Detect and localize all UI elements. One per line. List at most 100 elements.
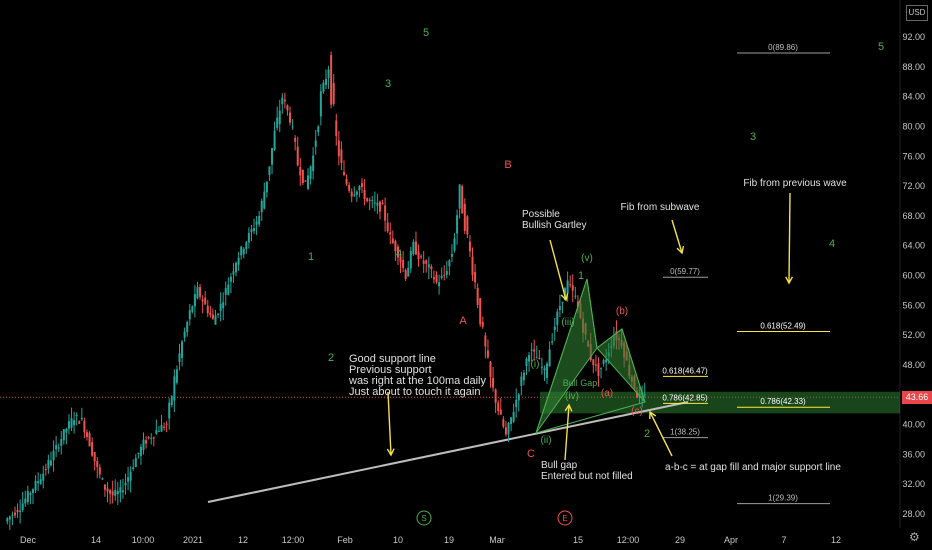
y-tick-label: 48.00 — [902, 360, 925, 370]
x-tick-label: 7 — [781, 535, 786, 545]
candle — [525, 358, 528, 366]
candle — [510, 417, 513, 425]
candle — [181, 341, 184, 358]
candle — [281, 97, 284, 105]
candle — [106, 488, 109, 492]
candle — [193, 294, 196, 307]
candle — [602, 360, 605, 364]
candle — [227, 284, 230, 295]
fib-level-label: 0.786(42.33) — [760, 397, 806, 406]
x-tick-label: Feb — [337, 535, 353, 545]
candle — [332, 83, 335, 104]
candle — [304, 180, 307, 182]
candle — [289, 112, 292, 123]
annotation-arrowhead — [564, 403, 573, 412]
candle — [8, 516, 11, 520]
candle — [188, 310, 191, 320]
candle — [371, 200, 374, 202]
candle — [199, 286, 202, 297]
candle — [389, 232, 392, 235]
candle — [260, 200, 263, 213]
candle — [145, 440, 148, 444]
candle — [373, 202, 376, 204]
currency-label[interactable]: USD — [906, 5, 928, 21]
candle — [96, 461, 99, 468]
candle — [39, 479, 42, 484]
candle — [489, 361, 492, 378]
fib-level-label: 1(29.39) — [768, 494, 798, 503]
candle — [250, 229, 253, 233]
candle — [312, 155, 315, 172]
candle — [445, 270, 448, 275]
candle — [253, 228, 256, 232]
candle — [263, 191, 266, 209]
candle — [276, 117, 279, 128]
candle — [448, 260, 451, 267]
annotation-arrow — [564, 404, 570, 461]
wave-label: 2 — [328, 352, 334, 364]
candle — [417, 251, 420, 260]
candle — [255, 221, 258, 225]
candle — [594, 364, 597, 366]
annotation-arrowhead — [560, 293, 569, 302]
candle — [19, 510, 22, 512]
candle — [430, 266, 433, 270]
candle — [173, 376, 176, 401]
candle — [548, 349, 551, 367]
candle — [533, 349, 536, 352]
event-marker[interactable] — [416, 510, 432, 526]
candle — [399, 256, 402, 263]
wave-label: C — [527, 448, 535, 460]
candle — [273, 130, 276, 150]
candle — [268, 166, 271, 176]
candle — [129, 471, 132, 481]
candle — [235, 262, 238, 273]
y-tick-label: 92.00 — [902, 32, 925, 42]
candle — [57, 447, 60, 449]
candle — [119, 487, 122, 493]
candle — [453, 238, 456, 251]
wave-label: 3 — [750, 131, 756, 143]
gear-icon[interactable]: ⚙ — [909, 530, 920, 544]
candle — [420, 256, 423, 258]
candle — [558, 306, 561, 311]
x-tick-label: 12 — [831, 535, 841, 545]
wave-label: 5 — [423, 27, 429, 39]
candle — [353, 194, 356, 196]
annotation-arrow — [671, 219, 683, 254]
wave-label: B — [504, 159, 511, 171]
y-tick-label: 64.00 — [902, 241, 925, 251]
fib-level-label: 0.618(52.49) — [760, 321, 806, 330]
candle — [461, 186, 464, 214]
candle — [271, 148, 274, 165]
candle — [219, 303, 222, 311]
candle — [98, 467, 101, 475]
y-tick-label: 40.00 — [902, 420, 925, 430]
wave-label: A — [459, 315, 467, 327]
candle — [152, 437, 155, 439]
candle — [73, 420, 76, 426]
candle — [476, 287, 479, 305]
candle — [163, 426, 166, 428]
candle — [232, 271, 235, 275]
wave-label: (iv) — [565, 391, 579, 402]
annotation-fib-subwave: Fib from subwave — [621, 202, 700, 213]
event-marker[interactable] — [557, 510, 573, 526]
candle — [286, 105, 289, 111]
wave-label: (v) — [581, 253, 593, 264]
candle — [314, 140, 317, 147]
candle — [37, 481, 40, 484]
candle — [217, 313, 220, 315]
annotation-arrowhead — [676, 246, 685, 255]
candle — [44, 468, 47, 470]
candle — [204, 297, 207, 305]
annotation-arrowhead — [386, 448, 395, 457]
candle — [540, 366, 543, 368]
candle — [335, 120, 338, 137]
candle — [348, 184, 351, 191]
candle — [237, 257, 240, 265]
x-tick-label: Apr — [724, 535, 738, 545]
candle — [592, 359, 595, 366]
y-tick-label: 36.00 — [902, 449, 925, 459]
